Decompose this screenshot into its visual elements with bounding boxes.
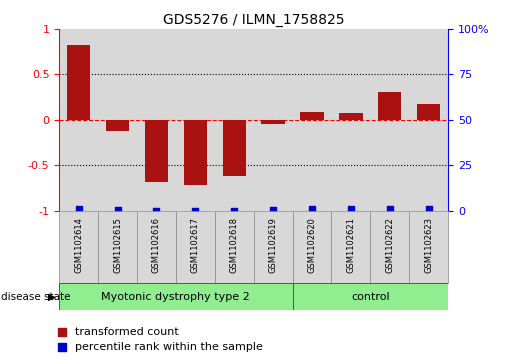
Text: control: control (351, 292, 390, 302)
Text: transformed count: transformed count (75, 327, 178, 337)
Bar (370, 29, 409, 211)
Text: Myotonic dystrophy type 2: Myotonic dystrophy type 2 (101, 292, 250, 302)
Bar (176, 211, 215, 283)
Title: GDS5276 / ILMN_1758825: GDS5276 / ILMN_1758825 (163, 13, 345, 26)
Point (113, 207, 122, 213)
Point (191, 208, 199, 213)
Text: GSM1102623: GSM1102623 (424, 217, 433, 273)
Point (152, 208, 161, 213)
Point (424, 206, 433, 212)
Bar (59, 29, 98, 211)
Point (347, 207, 355, 212)
Bar (417, 105, 440, 120)
Text: GSM1102619: GSM1102619 (269, 217, 278, 273)
Text: GSM1102620: GSM1102620 (307, 217, 316, 273)
Text: ▶: ▶ (48, 292, 56, 302)
Bar (293, 211, 332, 283)
Bar (409, 211, 448, 283)
Point (230, 208, 238, 213)
Bar (332, 211, 370, 283)
Bar (293, 283, 448, 310)
Bar (215, 29, 253, 211)
Text: GSM1102616: GSM1102616 (152, 217, 161, 273)
Bar (370, 211, 409, 283)
Bar (253, 211, 293, 283)
Point (386, 206, 394, 212)
Bar (67, 45, 90, 120)
Text: disease state: disease state (1, 292, 71, 302)
Bar (253, 29, 293, 211)
Bar (137, 29, 176, 211)
Text: GSM1102621: GSM1102621 (347, 217, 355, 273)
Bar (106, 120, 129, 131)
Point (75, 206, 83, 212)
Bar (98, 29, 137, 211)
Text: percentile rank within the sample: percentile rank within the sample (75, 342, 263, 352)
Bar (59, 211, 98, 283)
Bar (300, 112, 323, 120)
Bar (409, 29, 448, 211)
Point (269, 207, 277, 212)
Point (308, 206, 316, 212)
Text: GSM1102622: GSM1102622 (385, 217, 394, 273)
Bar (59, 283, 293, 310)
Bar (262, 120, 285, 124)
Text: GSM1102617: GSM1102617 (191, 217, 200, 273)
Bar (339, 114, 363, 120)
Bar (176, 29, 215, 211)
Bar (378, 92, 401, 120)
Text: GSM1102618: GSM1102618 (230, 217, 238, 273)
Bar (222, 120, 246, 176)
Bar (137, 211, 176, 283)
Bar (98, 211, 137, 283)
Text: GSM1102614: GSM1102614 (74, 217, 83, 273)
Bar (331, 29, 370, 211)
Bar (184, 120, 207, 185)
Text: GSM1102615: GSM1102615 (113, 217, 122, 273)
Bar (215, 211, 253, 283)
Bar (293, 29, 332, 211)
Bar (145, 120, 168, 182)
